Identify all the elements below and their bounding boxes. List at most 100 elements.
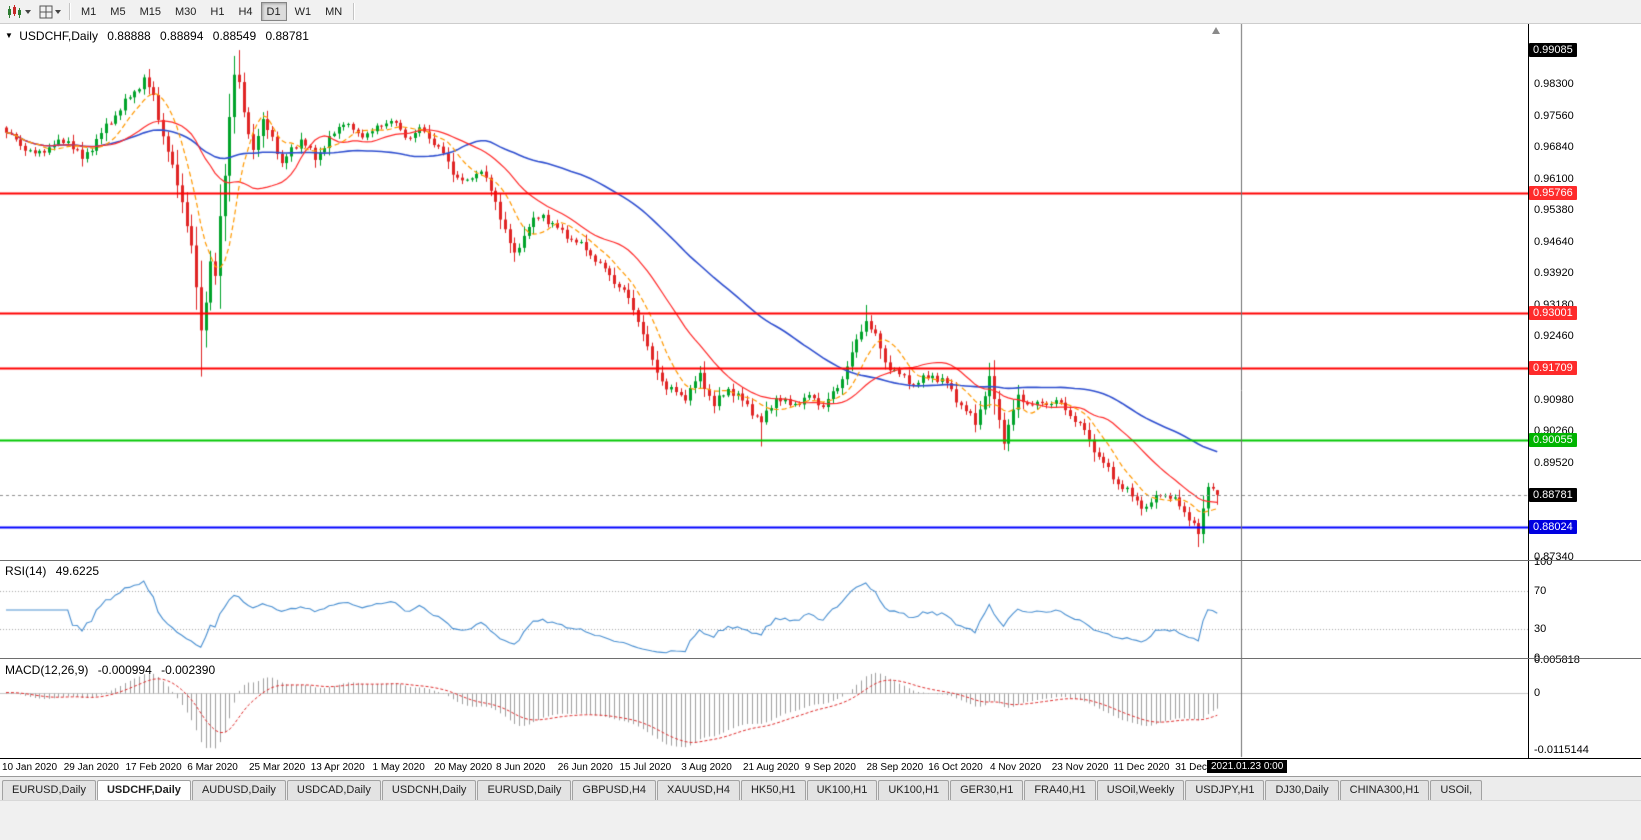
ohlc-open-value: 0.88888 (107, 29, 151, 43)
price-axis[interactable]: 0.99085 0.98300 0.97560 0.96840 0.96100 0.957… (1528, 24, 1641, 758)
chart-tab-eurusd-daily[interactable]: EURUSD,Daily (2, 780, 96, 800)
macd-indicator-label: MACD(12,26,9) -0.000994 -0.002390 (5, 663, 215, 677)
timeframe-button-m5[interactable]: M5 (104, 2, 131, 21)
ohlc-high-value: 0.88894 (160, 29, 204, 43)
date-label: 25 Mar 2020 (249, 762, 306, 773)
timeframe-button-d1[interactable]: D1 (260, 2, 287, 21)
toolbar-separator (353, 3, 355, 20)
price-tick: 0.94640 (1534, 235, 1574, 248)
chart-tab-usdcnh-daily[interactable]: USDCNH,Daily (381, 780, 477, 800)
timeframe-button-m30[interactable]: M30 (169, 2, 202, 21)
chart-tab-usdchf-daily[interactable]: USDCHF,Daily (96, 780, 191, 800)
timeframe-button-mn[interactable]: MN (319, 2, 348, 21)
price-tag: 0.88781 (1529, 487, 1577, 502)
price-tick: 0.92460 (1534, 330, 1574, 343)
date-label: 31 Dec 20 (1175, 762, 1221, 773)
macd-main-value: -0.000994 (97, 663, 152, 677)
chart-tab-uk100-h1[interactable]: UK100,H1 (806, 780, 878, 800)
date-label: 4 Nov 2020 (990, 762, 1042, 773)
timeframe-button-h4[interactable]: H4 (232, 2, 258, 21)
ohlc-close-value: 0.88781 (265, 29, 309, 43)
date-label: 10 Jan 2020 (2, 762, 58, 773)
timeframe-button-h1[interactable]: H1 (204, 2, 230, 21)
chart-tab-fra40-h1[interactable]: FRA40,H1 (1024, 780, 1096, 800)
chart-tab-usoil-weekly[interactable]: USOil,Weekly (1096, 780, 1185, 800)
price-tag: 0.95766 (1529, 186, 1577, 201)
chart-tab-dj30-daily[interactable]: DJ30,Daily (1265, 780, 1339, 800)
chart-type-button[interactable] (3, 2, 35, 22)
chart-tab-hk50-h1[interactable]: HK50,H1 (740, 780, 806, 800)
timeframe-button-group: M1 M5 M15 M30 H1 H4 D1 W1 MN (74, 2, 349, 21)
status-area (0, 800, 1641, 840)
date-label: 26 Jun 2020 (557, 762, 613, 773)
date-label: 28 Sep 2020 (866, 762, 924, 773)
macd-signal-value: -0.002390 (161, 663, 216, 677)
chart-tab-china300-h1[interactable]: CHINA300,H1 (1339, 780, 1430, 800)
price-tag: 0.99085 (1529, 43, 1577, 58)
chart-tab-uk100-h1[interactable]: UK100,H1 (878, 780, 950, 800)
time-axis[interactable]: 10 Jan 2020 29 Jan 2020 17 Feb 2020 6 Mar 2… (0, 758, 1641, 776)
rsi-indicator-label: RSI(14) 49.6225 (5, 564, 99, 578)
crosshair-date-tag: 2021.01.23 0:00 (1207, 760, 1288, 773)
price-tick: 0.96100 (1534, 172, 1574, 185)
chart-layout-button[interactable] (35, 2, 65, 22)
chart-tab-usdjpy-h1[interactable]: USDJPY,H1 (1185, 780, 1265, 800)
macd-panel-separator[interactable] (0, 658, 1641, 659)
chart-tab-usdcad-daily[interactable]: USDCAD,Daily (286, 780, 381, 800)
price-axis-border (1528, 24, 1529, 758)
chart-tab-audusd-daily[interactable]: AUDUSD,Daily (191, 780, 286, 800)
date-label: 23 Nov 2020 (1051, 762, 1109, 773)
chart-tab-eurusd-daily[interactable]: EURUSD,Daily (477, 780, 572, 800)
chart-tab-usoil-[interactable]: USOil, (1430, 780, 1483, 800)
timeframe-button-m1[interactable]: M1 (75, 2, 102, 21)
timeframe-toolbar: M1 M5 M15 M30 H1 H4 D1 W1 MN (0, 0, 1641, 24)
timeframe-button-m15[interactable]: M15 (134, 2, 167, 21)
rsi-panel-separator[interactable] (0, 560, 1641, 561)
date-label: 13 Apr 2020 (310, 762, 365, 773)
date-label: 16 Oct 2020 (928, 762, 983, 773)
dropdown-caret-icon (55, 9, 61, 14)
grid-layout-icon (39, 5, 53, 18)
macd-scale-label: 0 (1534, 686, 1541, 699)
collapse-chart-icon[interactable]: ▼ (5, 31, 13, 40)
chart-type-icon (8, 4, 21, 18)
date-label: 20 May 2020 (434, 762, 493, 773)
price-tag: 0.88024 (1529, 520, 1577, 535)
chart-tab-xauusd-h4[interactable]: XAUUSD,H4 (656, 780, 740, 800)
date-label: 11 Dec 2020 (1113, 762, 1170, 773)
price-chart-canvas[interactable] (0, 24, 1528, 758)
price-tick: 0.90980 (1534, 393, 1574, 406)
chart-tab-ger30-h1[interactable]: GER30,H1 (950, 780, 1024, 800)
timeframe-button-w1[interactable]: W1 (289, 2, 318, 21)
macd-name: MACD(12,26,9) (5, 663, 89, 677)
price-tick: 0.96840 (1534, 140, 1574, 153)
price-tick: 0.97560 (1534, 109, 1574, 122)
date-label: 21 Aug 2020 (743, 762, 800, 773)
rsi-value: 49.6225 (55, 564, 100, 578)
price-tag: 0.90055 (1529, 432, 1577, 447)
price-tag: 0.91709 (1529, 361, 1577, 376)
dropdown-caret-icon (25, 9, 31, 14)
toolbar-separator (69, 3, 70, 20)
date-label: 9 Sep 2020 (804, 762, 856, 773)
price-tick: 0.89520 (1534, 456, 1574, 469)
macd-scale-label: -0.0115144 (1534, 744, 1589, 756)
chart-tab-bar: EURUSD,Daily USDCHF,Daily AUDUSD,Daily USDC… (0, 776, 1641, 800)
chart-window: ▼ USDCHF,Daily 0.88888 0.88894 0.88549 0… (0, 24, 1641, 776)
price-tag: 0.93001 (1529, 305, 1577, 320)
price-tick: 0.93920 (1534, 267, 1574, 279)
date-label: 29 Jan 2020 (63, 762, 119, 773)
date-label: 1 May 2020 (372, 762, 425, 773)
date-label: 3 Aug 2020 (681, 762, 732, 773)
chart-tab-gbpusd-h4[interactable]: GBPUSD,H4 (572, 780, 656, 800)
date-label: 15 Jul 2020 (619, 762, 672, 773)
price-tick: 0.87340 (1534, 550, 1574, 563)
rsi-scale-label: 30 (1534, 623, 1547, 636)
chart-shift-marker-icon[interactable] (1212, 27, 1220, 34)
ohlc-low-value: 0.88549 (212, 29, 257, 43)
date-label: 8 Jun 2020 (496, 762, 546, 773)
price-tick: 0.95380 (1534, 204, 1574, 216)
chart-symbol-label: USDCHF,Daily (19, 29, 98, 43)
rsi-scale-label: 70 (1534, 584, 1547, 597)
